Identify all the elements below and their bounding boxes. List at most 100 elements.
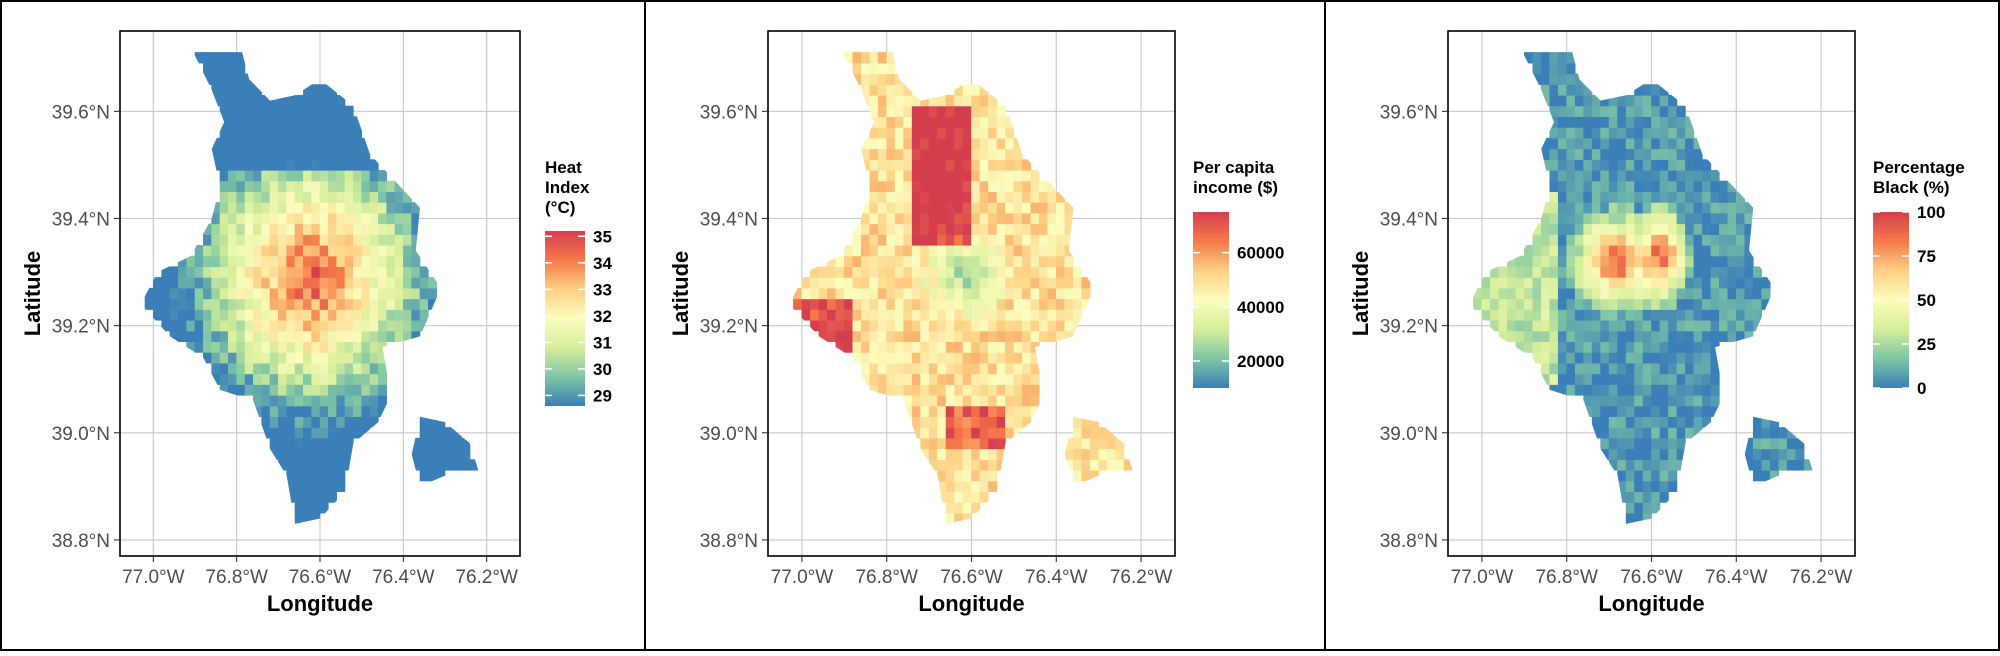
tract-cell xyxy=(1608,277,1618,289)
tract-cell xyxy=(1022,277,1032,289)
tract-cell xyxy=(361,373,371,385)
tract-cell xyxy=(971,127,981,139)
tract-cell xyxy=(203,62,212,75)
tract-cell xyxy=(1022,405,1032,418)
tract-cell xyxy=(1591,394,1601,407)
tract-cell xyxy=(1634,277,1644,289)
tract-cell xyxy=(178,319,187,332)
tract-cell xyxy=(1098,459,1108,471)
tract-cell xyxy=(1591,330,1601,343)
tract-cell xyxy=(877,191,888,203)
tract-cell xyxy=(911,191,921,203)
tract-cell xyxy=(860,73,871,85)
tract-cell xyxy=(1651,148,1661,160)
tract-cell xyxy=(219,384,229,396)
tract-cell xyxy=(860,309,871,321)
tract-cell xyxy=(1039,234,1049,246)
tract-cell xyxy=(877,234,888,246)
tract-cell xyxy=(1676,287,1686,300)
tract-cell xyxy=(153,298,162,310)
tract-cell xyxy=(1566,148,1576,160)
tract-cell xyxy=(1583,105,1593,118)
tract-cell xyxy=(411,234,421,246)
y-tick-label: 39.4°N xyxy=(700,210,758,231)
tract-cell xyxy=(378,223,387,235)
tract-cell xyxy=(1081,459,1091,471)
tract-cell xyxy=(911,255,921,268)
tract-cell xyxy=(1507,277,1517,289)
tract-cell xyxy=(1106,459,1116,471)
tract-cell xyxy=(1668,277,1678,289)
tract-cell xyxy=(311,234,321,246)
tract-cell xyxy=(1524,52,1534,64)
tract-cell xyxy=(378,384,387,396)
tract-cell xyxy=(1583,223,1593,235)
tract-cell xyxy=(211,341,221,353)
tract-cell xyxy=(278,319,287,332)
tract-cell xyxy=(1693,416,1703,428)
tract-cell xyxy=(261,362,271,375)
tract-cell xyxy=(403,255,412,268)
tract-cell xyxy=(228,277,237,289)
tract-cell xyxy=(1005,191,1015,203)
tract-cell xyxy=(971,437,981,450)
tract-cell xyxy=(1617,309,1627,321)
tract-cell xyxy=(869,234,879,246)
tract-cell xyxy=(1115,437,1125,450)
tract-cell xyxy=(928,127,938,139)
tract-cell xyxy=(294,191,304,203)
tract-cell xyxy=(1549,223,1559,235)
tract-cell xyxy=(1583,127,1593,139)
tract-cell xyxy=(386,277,396,289)
tract-cell xyxy=(1498,330,1508,343)
tract-cell xyxy=(1566,384,1576,396)
tract-cell xyxy=(962,287,972,300)
tract-cell xyxy=(1022,298,1032,310)
tract-cell xyxy=(294,352,304,364)
tract-cell xyxy=(1617,469,1627,482)
tract-cell xyxy=(869,137,879,150)
tract-cell xyxy=(1735,330,1746,343)
tract-cell xyxy=(971,244,981,257)
tract-cell xyxy=(1744,298,1754,310)
tract-cell xyxy=(1566,84,1576,96)
tract-cell xyxy=(1634,287,1644,300)
tract-cell xyxy=(1583,255,1593,268)
tract-cell xyxy=(1659,223,1669,235)
tract-cell xyxy=(1540,319,1551,332)
tract-cell xyxy=(962,502,972,514)
tract-cell xyxy=(1752,287,1763,300)
tract-cell xyxy=(818,287,828,300)
tract-cell xyxy=(962,277,972,289)
tract-cell xyxy=(827,309,837,321)
tract-cell xyxy=(1676,116,1686,128)
tract-cell xyxy=(937,459,947,471)
tract-cell xyxy=(219,341,229,353)
tract-cell xyxy=(1693,202,1703,214)
tract-cell xyxy=(1540,84,1551,96)
tract-cell xyxy=(869,52,879,64)
tract-cell xyxy=(1022,191,1032,203)
tract-cell xyxy=(236,234,246,246)
tract-cell xyxy=(1583,319,1593,332)
tract-cell xyxy=(328,255,337,268)
tract-cell xyxy=(303,394,312,407)
tract-cell xyxy=(278,127,287,139)
tract-cell xyxy=(894,341,904,353)
tract-cell xyxy=(319,277,329,289)
tract-cell xyxy=(886,277,896,289)
tract-cell xyxy=(1030,255,1040,268)
tract-cell xyxy=(1642,180,1652,193)
tract-cell xyxy=(428,298,437,310)
tract-cell xyxy=(344,191,354,203)
tract-cell xyxy=(1659,491,1669,503)
tract-cell xyxy=(353,319,362,332)
tract-cell xyxy=(278,191,287,203)
tract-cell xyxy=(1761,416,1771,428)
tract-cell xyxy=(1507,255,1517,268)
tract-cell xyxy=(1574,309,1584,321)
tract-cell xyxy=(979,212,989,225)
tract-cell xyxy=(1047,234,1057,246)
tract-cell xyxy=(294,384,304,396)
